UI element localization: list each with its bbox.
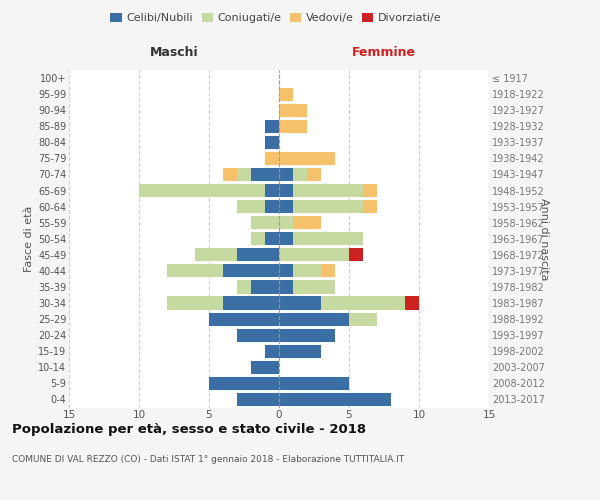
Bar <box>279 264 293 278</box>
Bar <box>251 360 279 374</box>
Bar <box>167 264 223 278</box>
Text: Maschi: Maschi <box>149 46 199 58</box>
Bar <box>237 393 279 406</box>
Bar <box>139 184 265 197</box>
Bar <box>223 264 279 278</box>
Bar <box>293 216 321 230</box>
Bar <box>265 232 279 245</box>
Bar <box>251 232 265 245</box>
Legend: Celibi/Nubili, Coniugati/e, Vedovi/e, Divorziati/e: Celibi/Nubili, Coniugati/e, Vedovi/e, Di… <box>106 8 446 28</box>
Bar <box>265 184 279 197</box>
Bar <box>293 168 307 181</box>
Bar <box>279 328 335 342</box>
Bar <box>237 280 251 293</box>
Bar <box>251 216 279 230</box>
Bar <box>321 296 405 310</box>
Bar <box>405 296 419 310</box>
Bar <box>265 136 279 149</box>
Bar <box>279 120 307 133</box>
Bar <box>251 280 279 293</box>
Bar <box>237 200 265 213</box>
Bar <box>293 280 335 293</box>
Text: Popolazione per età, sesso e stato civile - 2018: Popolazione per età, sesso e stato civil… <box>12 422 366 436</box>
Bar <box>307 168 321 181</box>
Bar <box>251 168 279 181</box>
Bar <box>293 200 363 213</box>
Bar <box>265 120 279 133</box>
Bar <box>237 168 251 181</box>
Bar <box>237 248 279 262</box>
Bar <box>349 312 377 326</box>
Text: COMUNE DI VAL REZZO (CO) - Dati ISTAT 1° gennaio 2018 - Elaborazione TUTTITALIA.: COMUNE DI VAL REZZO (CO) - Dati ISTAT 1°… <box>12 455 404 464</box>
Bar <box>167 296 223 310</box>
Bar <box>265 152 279 165</box>
Bar <box>223 296 279 310</box>
Bar <box>279 216 293 230</box>
Bar <box>279 393 391 406</box>
Bar <box>279 248 349 262</box>
Bar <box>279 296 321 310</box>
Bar <box>279 152 335 165</box>
Bar <box>237 328 279 342</box>
Bar <box>363 184 377 197</box>
Bar <box>279 280 293 293</box>
Bar <box>293 232 363 245</box>
Y-axis label: Anni di nascita: Anni di nascita <box>539 198 549 280</box>
Bar <box>279 232 293 245</box>
Bar <box>279 88 293 101</box>
Bar <box>209 377 279 390</box>
Bar <box>279 168 293 181</box>
Bar <box>223 168 237 181</box>
Bar <box>209 312 279 326</box>
Bar <box>265 344 279 358</box>
Bar <box>195 248 237 262</box>
Bar <box>321 264 335 278</box>
Bar <box>363 200 377 213</box>
Bar <box>279 344 321 358</box>
Bar <box>279 200 293 213</box>
Bar <box>279 377 349 390</box>
Bar <box>279 312 349 326</box>
Bar <box>349 248 363 262</box>
Y-axis label: Fasce di età: Fasce di età <box>23 206 34 272</box>
Text: Femmine: Femmine <box>352 46 416 58</box>
Bar <box>265 200 279 213</box>
Bar <box>279 104 307 117</box>
Bar <box>279 184 293 197</box>
Bar <box>293 264 321 278</box>
Bar <box>293 184 363 197</box>
